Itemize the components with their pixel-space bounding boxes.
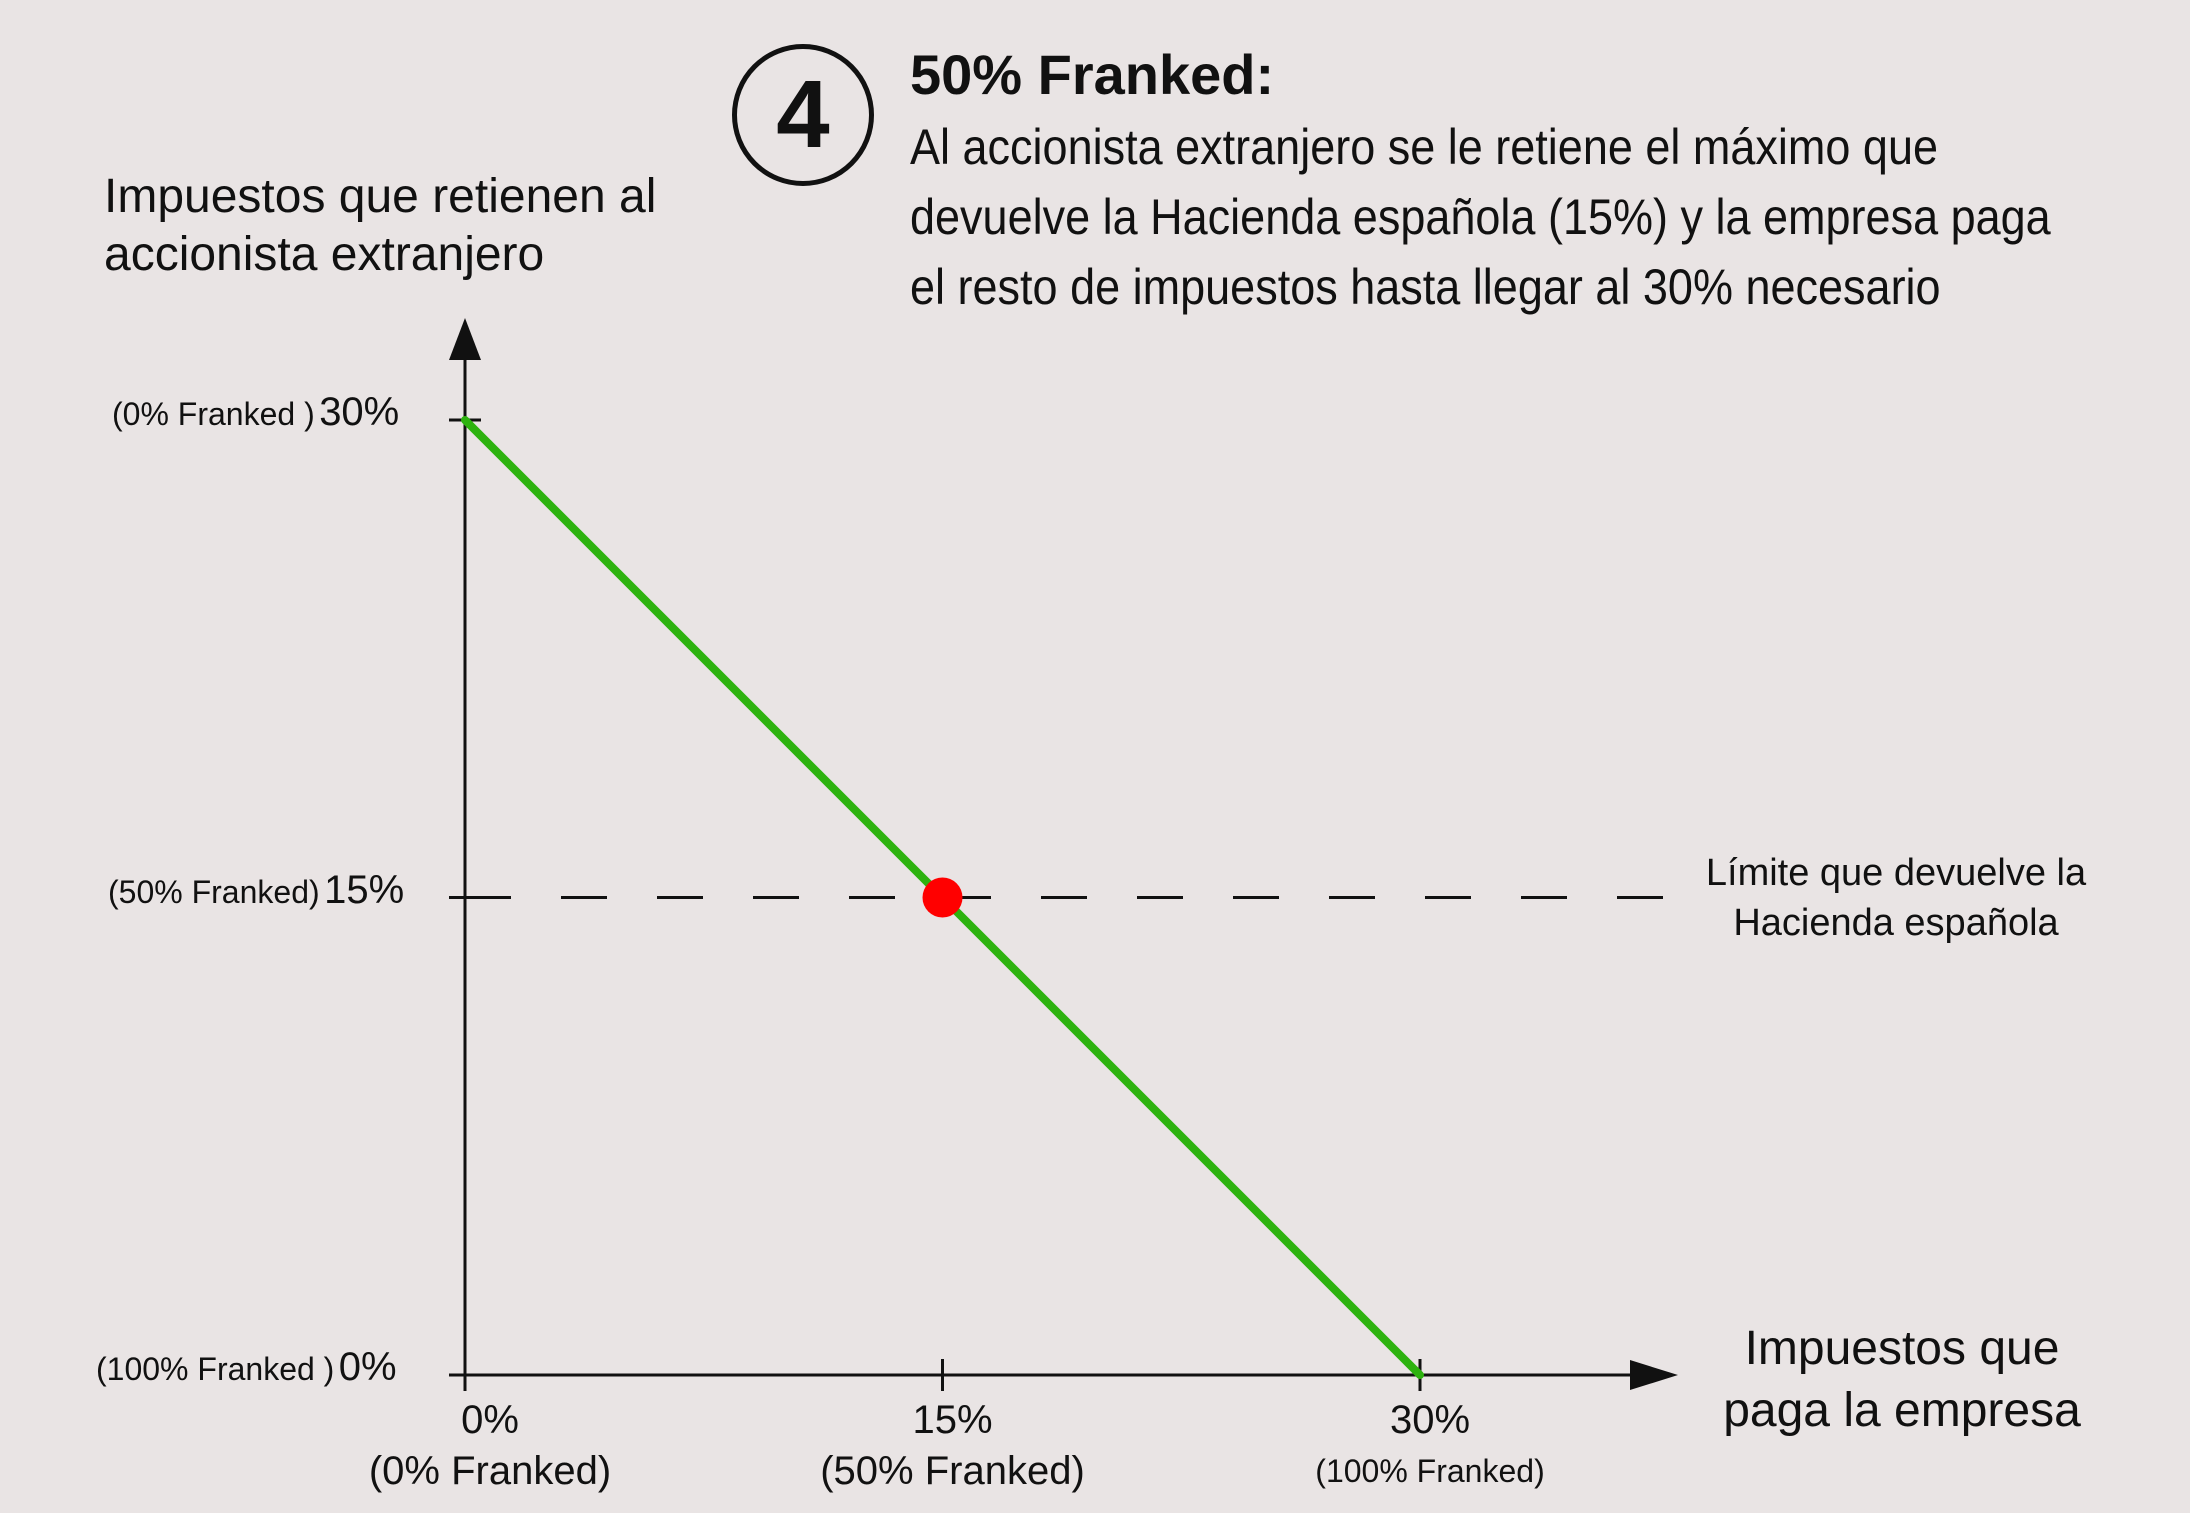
reference-line-label: Límite que devuelve la Hacienda española: [1686, 848, 2106, 948]
step-number-badge: 4: [732, 44, 874, 186]
y-axis-arrow: [449, 318, 481, 360]
y-axis-label-line: Impuestos que retienen al: [104, 170, 657, 223]
x-axis-label: Impuestos que paga la empresa: [1712, 1318, 2092, 1442]
y-tick-note: (50% Franked): [108, 873, 320, 910]
x-tick-label: 30%: [1389, 1398, 1471, 1442]
description-line: el resto de impuestos hasta llegar al 30…: [910, 259, 1941, 315]
x-tick: 0% (0% Franked): [290, 1395, 690, 1497]
highlight-point: [922, 877, 963, 918]
y-axis-label: Impuestos que retienen al accionista ext…: [104, 168, 656, 284]
reference-line-label-line: Hacienda española: [1733, 902, 2059, 944]
x-tick: 30% (100% Franked): [1230, 1395, 1630, 1497]
reference-line-label-line: Límite que devuelve la: [1705, 852, 2087, 894]
y-axis-label-line: accionista extranjero: [104, 228, 545, 281]
x-axis-label-line: Impuestos que: [1744, 1322, 2060, 1375]
y-tick-label: 15%: [324, 867, 405, 912]
x-tick-label: 0%: [461, 1398, 519, 1442]
y-tick-label: 0%: [338, 1345, 397, 1389]
x-axis-label-line: paga la empresa: [1723, 1384, 2081, 1437]
y-tick-label: 30%: [319, 390, 400, 434]
x-tick: 15% (50% Franked): [753, 1395, 1153, 1497]
description-line: devuelve la Hacienda española (15%) y la…: [910, 189, 2051, 245]
y-tick: (100% Franked ) 0%: [96, 1345, 397, 1390]
x-tick-label: 15%: [912, 1398, 993, 1442]
x-tick-note: (100% Franked): [1315, 1453, 1545, 1489]
x-axis-arrow: [1630, 1360, 1678, 1390]
x-tick-note: (50% Franked): [820, 1449, 1085, 1493]
description-line: Al accionista extranjero se le retiene e…: [910, 119, 1939, 175]
y-tick: (0% Franked ) 30%: [112, 390, 399, 435]
y-tick: (50% Franked) 15%: [108, 868, 404, 913]
y-tick-note: (100% Franked ): [96, 1351, 335, 1387]
y-tick-note: (0% Franked ): [112, 396, 315, 432]
page-title: 50% Franked:: [910, 43, 1275, 106]
x-tick-note: (0% Franked): [368, 1449, 612, 1493]
step-number: 4: [776, 61, 830, 168]
description: Al accionista extranjero se le retiene e…: [910, 112, 2051, 322]
